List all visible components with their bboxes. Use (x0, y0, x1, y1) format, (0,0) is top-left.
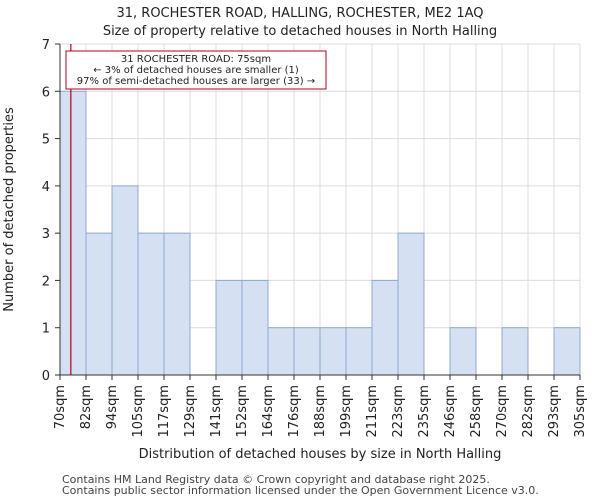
x-tick-label: 270sqm (495, 385, 510, 438)
histogram-bar (215, 279, 243, 376)
x-tick-label: 152sqm (235, 385, 250, 438)
x-tick-label: 188sqm (313, 385, 328, 438)
x-tick-label: 282sqm (521, 385, 536, 438)
x-tick-label: 129sqm (183, 385, 198, 438)
histogram-bar (59, 90, 87, 376)
y-axis-label: Number of detached properties (2, 107, 17, 312)
x-tick-label: 246sqm (443, 385, 458, 438)
chart-subtitle: Size of property relative to detached ho… (102, 24, 498, 39)
histogram-bar (319, 327, 347, 376)
annotation-box (65, 50, 327, 90)
histogram-bar (553, 327, 581, 376)
x-tick-label: 82sqm (79, 385, 94, 429)
histogram-bar (345, 327, 373, 376)
histogram-bar (241, 279, 269, 376)
x-tick-label: 258sqm (469, 385, 484, 438)
x-tick-label: 164sqm (261, 385, 276, 438)
histogram-bar (449, 327, 477, 376)
chart-title: 31, ROCHESTER ROAD, HALLING, ROCHESTER, … (116, 6, 484, 21)
y-tick-label: 4 (42, 180, 50, 195)
x-tick-label: 117sqm (157, 385, 172, 438)
x-tick-label: 105sqm (131, 385, 146, 438)
x-axis-label: Distribution of detached houses by size … (139, 447, 502, 462)
x-tick-label: 94sqm (105, 385, 120, 429)
histogram-bar (163, 232, 191, 376)
footer-licence: Contains public sector information licen… (62, 484, 539, 497)
x-tick-label: 70sqm (53, 385, 68, 429)
histogram-bar (293, 327, 321, 376)
histogram-bar (371, 279, 399, 376)
x-tick-label: 305sqm (573, 385, 588, 438)
histogram-bar (501, 327, 529, 376)
y-tick-label: 5 (42, 133, 50, 148)
y-tick-label: 6 (42, 85, 50, 100)
annotation-line: 31 ROCHESTER ROAD: 75sqm (121, 54, 271, 65)
x-tick-label: 293sqm (547, 385, 562, 438)
annotation-line: ← 3% of detached houses are smaller (1) (93, 65, 299, 76)
histogram-bar (397, 232, 425, 376)
x-tick-label: 211sqm (365, 385, 380, 438)
x-tick-label: 235sqm (417, 385, 432, 438)
footer-copyright: Contains HM Land Registry data © Crown c… (62, 473, 490, 486)
x-tick-label: 141sqm (209, 385, 224, 438)
histogram-bar (111, 185, 139, 376)
y-tick-label: 1 (42, 322, 50, 337)
histogram-bar (137, 232, 165, 376)
x-tick-label: 223sqm (391, 385, 406, 438)
x-tick-label: 176sqm (287, 385, 302, 438)
histogram-bar (85, 232, 113, 376)
y-tick-label: 7 (42, 38, 50, 53)
y-tick-label: 2 (42, 274, 50, 289)
x-tick-label: 199sqm (339, 385, 354, 438)
y-tick-label: 3 (42, 227, 50, 242)
y-tick-label: 0 (42, 369, 50, 384)
histogram-bar (267, 327, 295, 376)
annotation-line: 97% of semi-detached houses are larger (… (77, 76, 315, 87)
